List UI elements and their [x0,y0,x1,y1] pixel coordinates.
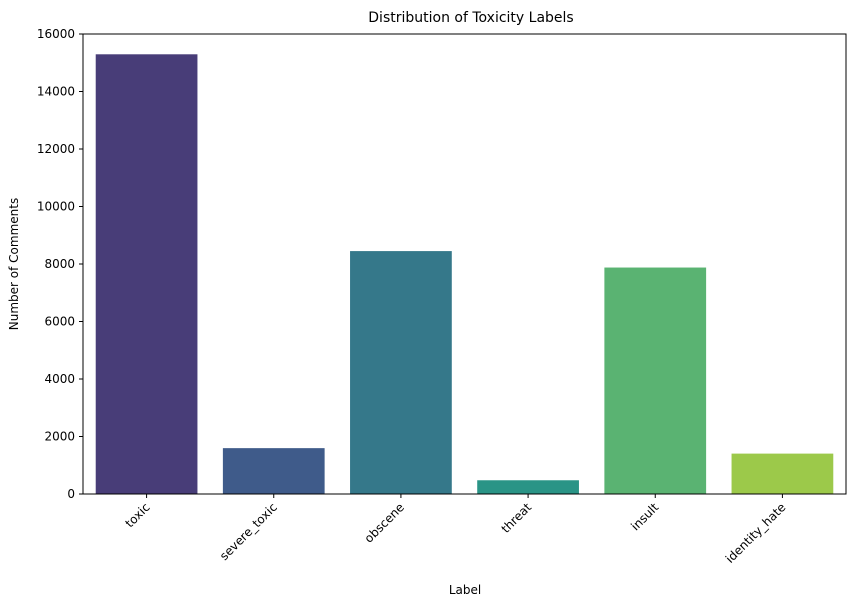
bar-toxic [95,54,198,495]
y-tick-label: 4000 [44,372,75,386]
y-tick-label: 8000 [44,257,75,271]
y-axis-ticks: 0 2000 4000 6000 8000 10000 12000 14000 16000 [37,27,83,501]
x-tick-label-threat: threat [499,500,535,536]
x-tick-label-insult: insult [628,500,661,533]
bar-threat [477,480,579,494]
x-tick-label-toxic: toxic [122,500,152,530]
y-tick-label: 6000 [44,315,75,329]
plot-frame [82,33,847,495]
bar-identity-hate [731,453,834,494]
y-tick-label: 14000 [37,85,75,99]
x-tick-label-severe-toxic: severe_toxic [217,500,280,563]
y-tick-label: 10000 [37,200,75,214]
bar-obscene [350,251,452,494]
bars [95,54,834,495]
y-tick-label: 0 [67,487,75,501]
bar-severe-toxic [222,448,325,494]
x-tick-label-identity-hate: identity_hate [723,500,789,566]
y-tick-label: 16000 [37,27,75,41]
x-axis-ticks: toxic severe_toxic obscene threat insult iden… [122,494,789,566]
chart-title: Distribution of Toxicity Labels [368,10,573,26]
x-axis-label: Label [449,583,481,597]
bar-insult [604,267,707,494]
y-tick-label: 12000 [37,142,75,156]
y-axis-label: Number of Comments [7,198,21,330]
y-tick-label: 2000 [44,430,75,444]
x-tick-label-obscene: obscene [362,500,407,545]
